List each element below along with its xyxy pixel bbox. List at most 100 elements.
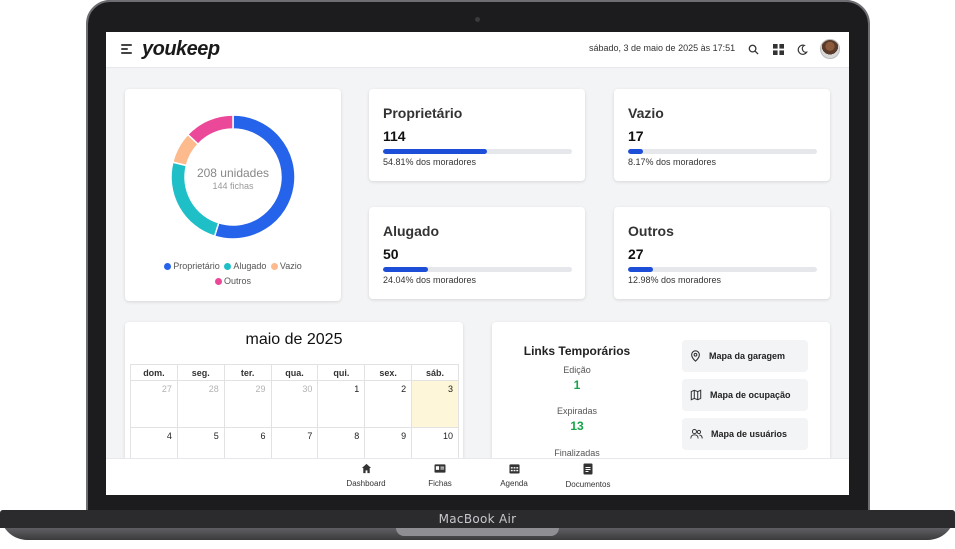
garage-map-button[interactable]: Mapa da garagem bbox=[682, 340, 808, 372]
units-count: 208 unidades bbox=[196, 166, 270, 180]
logo[interactable]: youkeep bbox=[142, 38, 220, 60]
stat-progress-fill bbox=[628, 267, 653, 272]
users-map-button[interactable]: Mapa de usuários bbox=[682, 418, 808, 450]
edicao-label: Edição bbox=[563, 365, 591, 375]
fichas-count: 144 fichas bbox=[212, 181, 254, 191]
calendar-day[interactable]: 28 bbox=[176, 380, 225, 428]
units-summary-card: 208 unidades 144 fichas Proprietário Alu… bbox=[125, 89, 341, 301]
calendar-day[interactable]: 27 bbox=[130, 380, 178, 428]
legend-item-proprietario[interactable]: Proprietário bbox=[164, 259, 220, 274]
nav-item-dashboard[interactable]: Dashboard bbox=[331, 463, 401, 488]
device-brand: MacBook Air bbox=[438, 512, 517, 526]
stat-card-alugado: Alugado 50 24.04% dos moradores bbox=[369, 207, 585, 299]
nav-label: Agenda bbox=[500, 479, 528, 488]
links-title: Links Temporários bbox=[523, 344, 631, 358]
stat-progress-fill bbox=[628, 149, 644, 154]
stat-value: 114 bbox=[383, 128, 406, 144]
stat-card-vazio: Vazio 17 8.17% dos moradores bbox=[614, 89, 830, 181]
links-card: Links Temporários Edição 1 Expiradas 13 … bbox=[492, 322, 830, 472]
stat-subtitle: 12.98% dos moradores bbox=[628, 275, 722, 285]
stat-card-proprietario: Proprietário 114 54.81% dos moradores bbox=[369, 89, 585, 181]
stat-progress-bar bbox=[383, 149, 572, 154]
map-fold-icon bbox=[690, 389, 702, 401]
weekday-header: qua. bbox=[270, 364, 319, 381]
stat-value: 27 bbox=[628, 246, 644, 262]
nav-label: Documentos bbox=[565, 480, 611, 489]
stat-value: 50 bbox=[383, 246, 399, 262]
legend-label: Outros bbox=[223, 276, 251, 286]
stat-value: 17 bbox=[628, 128, 644, 144]
nav-label: Fichas bbox=[428, 479, 452, 488]
laptop-base-top bbox=[0, 510, 955, 528]
edicao-value[interactable]: 1 bbox=[573, 378, 581, 392]
nav-item-documentos[interactable]: Documentos bbox=[553, 463, 623, 489]
legend-item-outros[interactable]: Outros bbox=[214, 274, 251, 289]
calendar-grid: dom. seg. ter. qua. qui. sex. sáb. 27 28… bbox=[130, 364, 459, 475]
calendar-day[interactable]: 30 bbox=[270, 380, 319, 428]
stat-title: Outros bbox=[628, 223, 674, 239]
nav-label: Dashboard bbox=[346, 479, 386, 488]
expiradas-label: Expiradas bbox=[556, 406, 598, 416]
calendar-week-row: 27 28 29 30 1 2 3 bbox=[130, 380, 459, 428]
calendar-card: maio de 2025 dom. seg. ter. qua. qui. se… bbox=[125, 322, 463, 475]
expiradas-value[interactable]: 13 bbox=[570, 419, 584, 433]
weekday-header: sáb. bbox=[411, 364, 459, 381]
donut-slice-outros[interactable] bbox=[186, 114, 234, 146]
id-card-icon bbox=[434, 464, 446, 473]
menu-icon[interactable] bbox=[121, 44, 132, 55]
document-icon bbox=[583, 463, 593, 475]
button-label: Mapa da garagem bbox=[709, 351, 786, 361]
datetime: sábado, 3 de maio de 2025 às 17:51 bbox=[589, 43, 736, 53]
weekday-header: seg. bbox=[176, 364, 225, 381]
legend-label: Vazio bbox=[279, 261, 302, 271]
users-icon bbox=[690, 429, 703, 439]
button-label: Mapa de ocupação bbox=[710, 390, 791, 400]
stat-progress-bar bbox=[628, 267, 817, 272]
stat-title: Vazio bbox=[628, 105, 664, 121]
avatar[interactable] bbox=[820, 39, 840, 59]
chart-legend: Proprietário Alugado Vazio Outros bbox=[125, 259, 341, 289]
moon-icon[interactable] bbox=[795, 42, 809, 56]
weekday-header: sex. bbox=[364, 364, 413, 381]
calendar-day[interactable]: 2 bbox=[364, 380, 413, 428]
calendar-day-today[interactable]: 3 bbox=[411, 380, 459, 428]
weekday-header: ter. bbox=[223, 364, 272, 381]
apps-grid-icon[interactable] bbox=[771, 42, 785, 56]
camera bbox=[475, 17, 480, 22]
stat-subtitle: 24.04% dos moradores bbox=[383, 275, 477, 285]
laptop-notch bbox=[396, 528, 559, 536]
legend-item-vazio[interactable]: Vazio bbox=[270, 259, 302, 274]
weekday-header: qui. bbox=[317, 364, 366, 381]
home-icon bbox=[361, 463, 371, 474]
stat-subtitle: 54.81% dos moradores bbox=[383, 157, 477, 167]
weekday-header: dom. bbox=[130, 364, 178, 381]
stat-title: Alugado bbox=[383, 223, 439, 239]
screen: youkeep sábado, 3 de maio de 2025 às 17:… bbox=[106, 32, 849, 495]
finalizadas-label: Finalizadas bbox=[554, 448, 600, 458]
nav-item-fichas[interactable]: Fichas bbox=[405, 463, 475, 488]
occupancy-map-button[interactable]: Mapa de ocupação bbox=[682, 379, 808, 411]
map-pin-icon bbox=[691, 350, 700, 362]
stat-progress-fill bbox=[383, 149, 487, 154]
legend-label: Proprietário bbox=[173, 261, 220, 271]
top-bar: youkeep sábado, 3 de maio de 2025 às 17:… bbox=[106, 32, 849, 68]
units-donut-chart bbox=[170, 114, 296, 240]
legend-dot bbox=[224, 263, 232, 270]
legend-dot bbox=[164, 263, 172, 270]
legend-dot bbox=[214, 278, 222, 285]
legend-label: Alugado bbox=[233, 261, 267, 271]
calendar-day[interactable]: 1 bbox=[317, 380, 366, 428]
calendar-weekday-row: dom. seg. ter. qua. qui. sex. sáb. bbox=[130, 364, 459, 381]
stat-card-outros: Outros 27 12.98% dos moradores bbox=[614, 207, 830, 299]
nav-item-agenda[interactable]: Agenda bbox=[479, 463, 549, 488]
stat-progress-bar bbox=[628, 149, 817, 154]
calendar-icon bbox=[508, 464, 520, 474]
button-label: Mapa de usuários bbox=[711, 429, 788, 439]
calendar-title: maio de 2025 bbox=[245, 331, 343, 348]
search-icon[interactable] bbox=[746, 42, 760, 56]
calendar-day[interactable]: 29 bbox=[223, 380, 272, 428]
stat-subtitle: 8.17% dos moradores bbox=[628, 157, 717, 167]
legend-item-alugado[interactable]: Alugado bbox=[224, 259, 266, 274]
bottom-nav: Dashboard Fichas Agenda Documentos bbox=[106, 458, 849, 495]
stat-title: Proprietário bbox=[383, 105, 463, 121]
